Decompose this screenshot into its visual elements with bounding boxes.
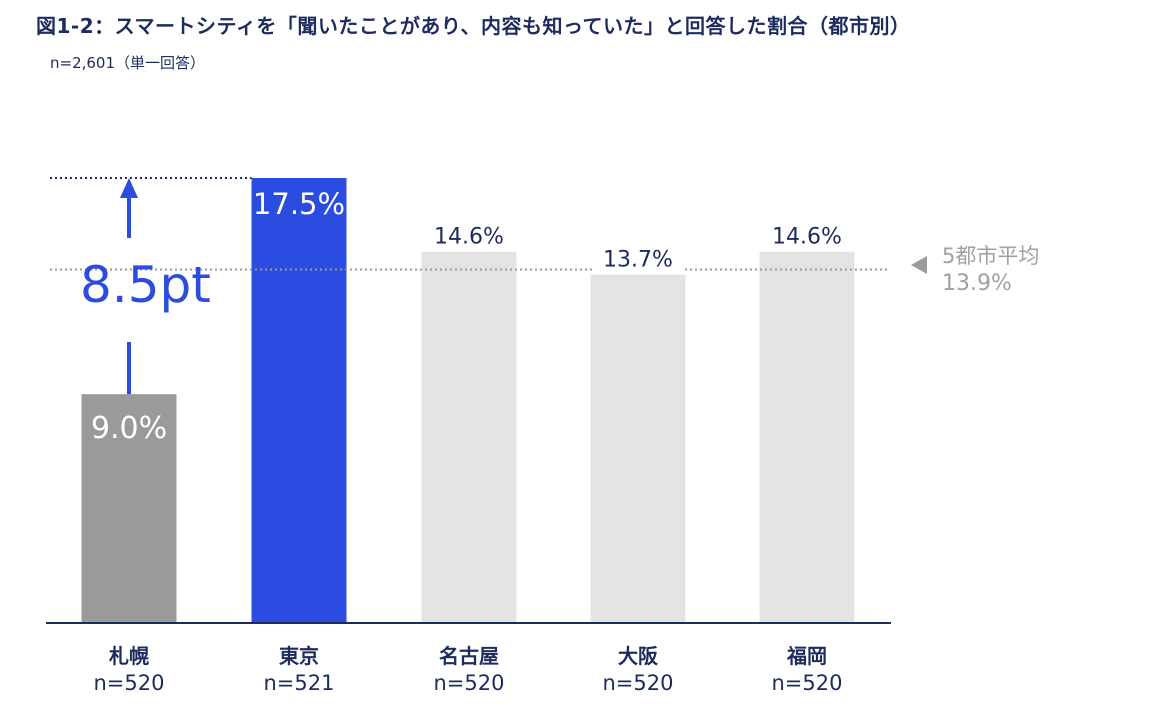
category-label: 大阪 <box>618 644 659 668</box>
bar-福岡 <box>759 251 855 623</box>
category-label: 札幌 <box>108 644 149 668</box>
sample-size-label: n=521 <box>264 671 335 695</box>
category-label: 福岡 <box>786 644 827 668</box>
value-label: 17.5% <box>253 187 345 221</box>
sample-size-label: n=520 <box>434 671 505 695</box>
chart-subtitle: n=2,601（単一回答） <box>50 54 206 72</box>
value-label-backdrop <box>761 217 853 248</box>
bar-札幌 <box>81 394 177 623</box>
value-label: 14.6% <box>772 225 842 250</box>
sample-size-label: n=520 <box>94 671 165 695</box>
bar-大阪 <box>590 274 686 623</box>
average-value-label: 13.9% <box>942 271 1012 296</box>
difference-arrow-head <box>120 178 138 198</box>
value-label-backdrop <box>592 240 684 271</box>
sample-size-label: n=520 <box>772 671 843 695</box>
average-pointer-icon <box>911 256 927 274</box>
bar-東京 <box>251 178 347 623</box>
value-label: 13.7% <box>603 248 673 273</box>
bar-名古屋 <box>421 251 517 623</box>
value-label-backdrop <box>423 217 515 248</box>
difference-label: 8.5pt <box>80 256 211 314</box>
value-label: 9.0% <box>91 411 167 446</box>
category-label: 名古屋 <box>439 644 499 668</box>
category-label: 東京 <box>279 644 319 668</box>
average-label: 5都市平均 <box>942 244 1039 268</box>
value-label: 14.6% <box>434 225 504 250</box>
sample-size-label: n=520 <box>603 671 674 695</box>
chart-title: 図1-2：スマートシティを「聞いたことがあり、内容も知っていた」と回答した割合（… <box>36 14 911 38</box>
